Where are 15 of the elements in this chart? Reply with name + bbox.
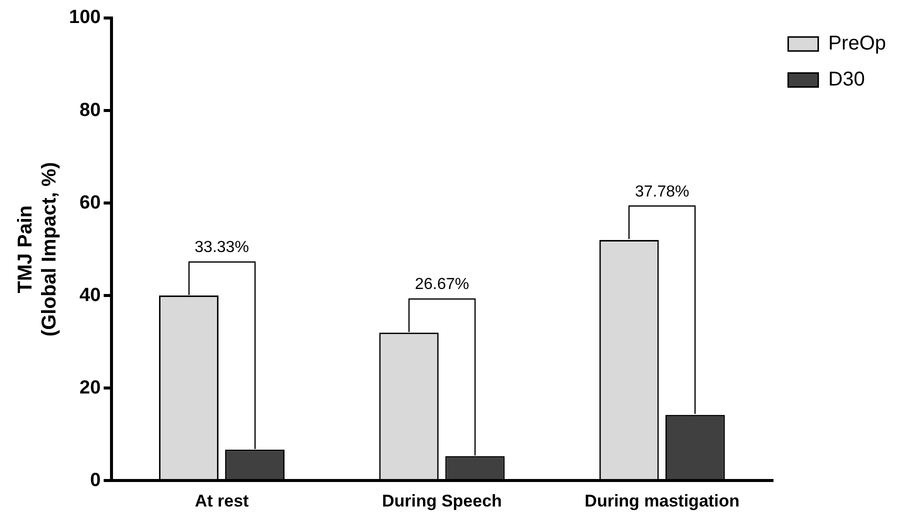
x-tick-label: At rest	[194, 491, 250, 510]
x-tick-label: During Speech	[382, 491, 502, 510]
annotation: 26.67%	[414, 276, 470, 293]
y-tick-label: 80	[80, 100, 101, 121]
y-tick-label: 100	[69, 7, 101, 28]
y-tick-label: 40	[80, 284, 101, 306]
annotation: 37.78%	[634, 183, 690, 200]
y-tick-label: 20	[80, 377, 101, 398]
x-tick-label: During mastigation	[584, 491, 740, 510]
legend-label: PreOp	[828, 32, 886, 55]
y-tick-label: 60	[80, 192, 101, 214]
legend-label: D30	[828, 68, 865, 91]
annotation: 33.33%	[194, 238, 249, 256]
y-axis-title: TMJ Pain (Global Impact, %)	[14, 162, 61, 337]
y-tick-label: 0	[90, 470, 101, 491]
